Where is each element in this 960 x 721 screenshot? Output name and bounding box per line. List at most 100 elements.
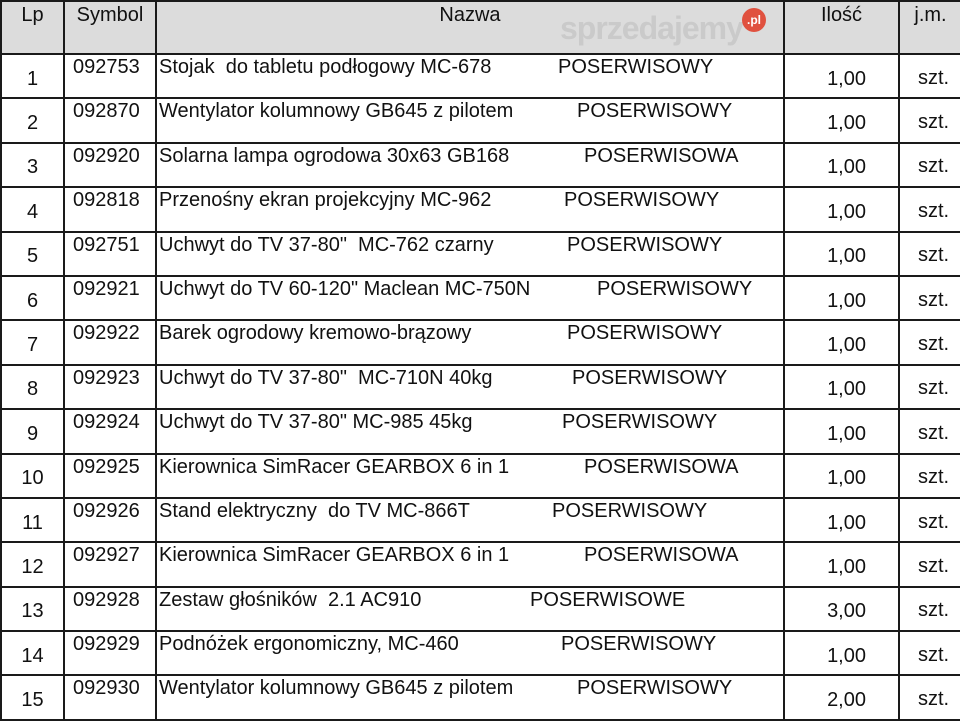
cell-lp: 6 — [0, 274, 65, 322]
cell-unit: szt. — [898, 97, 960, 144]
cell-symbol: 092926 — [63, 496, 157, 544]
cell-lp: 13 — [0, 585, 65, 633]
product-status: POSERWISOWY — [562, 411, 718, 434]
product-name: Uchwyt do TV 37-80" MC-710N 40kg — [159, 366, 493, 389]
table-row: 7 092922 Barek ogrodowy kremowo-brązowy POS… — [0, 319, 960, 366]
table-row: 5 092751 Uchwyt do TV 37-80" MC-762 czarny… — [0, 230, 960, 277]
cell-qty: 1,00 — [783, 630, 900, 677]
product-name: Stojak do tabletu podłogowy MC-678 — [159, 56, 492, 78]
cell-symbol: 092924 — [63, 408, 157, 455]
cell-symbol: 092930 — [63, 674, 157, 721]
table-row: 4 092818 Przenośny ekran projekcyjny MC-96… — [0, 186, 960, 233]
cell-name: Zestaw głośników 2.1 AC910 POSERWISOWE — [155, 585, 785, 633]
header-unit: j.m. — [898, 0, 960, 55]
cell-qty: 1,00 — [783, 141, 900, 189]
product-name: Zestaw głośników 2.1 AC910 — [159, 588, 422, 611]
cell-qty: 1,00 — [783, 186, 900, 233]
cell-qty: 1,00 — [783, 541, 900, 588]
cell-unit: szt. — [898, 630, 960, 677]
cell-symbol: 092753 — [63, 52, 157, 100]
table-row: 12 092927 Kierownica SimRacer GEARBOX 6 in… — [0, 541, 960, 588]
product-name: Uchwyt do TV 37-80" MC-985 45kg — [159, 411, 473, 434]
product-name: Solarna lampa ogrodowa 30x63 GB168 — [159, 144, 510, 167]
table-row: 15 092930 Wentylator kolumnowy GB645 z pil… — [0, 674, 960, 721]
cell-name: Uchwyt do TV 60-120" Maclean MC-750N POSE… — [155, 274, 785, 322]
cell-lp: 12 — [0, 541, 65, 588]
header-lp: Lp — [0, 0, 65, 55]
cell-lp: 11 — [0, 496, 65, 544]
cell-lp: 4 — [0, 186, 65, 233]
product-status: POSERWISOWY — [558, 56, 714, 78]
cell-name: Barek ogrodowy kremowo-brązowy POSERWISOW… — [155, 319, 785, 366]
product-name: Uchwyt do TV 37-80" MC-762 czarny — [159, 233, 494, 256]
product-name: Wentylator kolumnowy GB645 z pilotem — [159, 100, 514, 123]
cell-lp: 5 — [0, 230, 65, 277]
cell-qty: 1,00 — [783, 496, 900, 544]
cell-qty: 1,00 — [783, 97, 900, 144]
cell-symbol: 092923 — [63, 363, 157, 411]
cell-lp: 9 — [0, 408, 65, 455]
header-qty: Ilość — [783, 0, 900, 55]
cell-unit: szt. — [898, 585, 960, 633]
table-row: 9 092924 Uchwyt do TV 37-80" MC-985 45kg PO… — [0, 408, 960, 455]
product-status: POSERWISOWY — [577, 100, 733, 123]
cell-qty: 1,00 — [783, 230, 900, 277]
product-status: POSERWISOWY — [567, 233, 723, 256]
product-status: POSERWISOWY — [577, 677, 733, 700]
cell-symbol: 092927 — [63, 541, 157, 588]
cell-qty: 3,00 — [783, 585, 900, 633]
product-status: POSERWISOWY — [561, 633, 717, 656]
cell-symbol: 092920 — [63, 141, 157, 189]
cell-lp: 8 — [0, 363, 65, 411]
cell-symbol: 092928 — [63, 585, 157, 633]
product-status: POSERWISOWY — [552, 499, 708, 522]
product-name: Kierownica SimRacer GEARBOX 6 in 1 — [159, 455, 510, 478]
cell-unit: szt. — [898, 541, 960, 588]
header-symbol: Symbol — [63, 0, 157, 55]
cell-qty: 1,00 — [783, 274, 900, 322]
cell-qty: 2,00 — [783, 674, 900, 721]
cell-name: Uchwyt do TV 37-80" MC-710N 40kg POSERWIS… — [155, 363, 785, 411]
cell-unit: szt. — [898, 452, 960, 499]
cell-unit: szt. — [898, 674, 960, 721]
header-row: Lp Symbol Nazwa Ilość j.m. — [0, 0, 960, 55]
cell-unit: szt. — [898, 52, 960, 100]
product-status: POSERWISOWE — [530, 588, 686, 611]
cell-lp: 1 — [0, 52, 65, 100]
product-status: POSERWISOWA — [584, 455, 739, 478]
cell-name: Stand elektryczny do TV MC-866T POSERWISO… — [155, 496, 785, 544]
product-name: Przenośny ekran projekcyjny MC-962 — [159, 189, 492, 212]
cell-unit: szt. — [898, 496, 960, 544]
cell-name: Wentylator kolumnowy GB645 z pilotem POSE… — [155, 97, 785, 144]
table-row: 6 092921 Uchwyt do TV 60-120" Maclean MC-7… — [0, 274, 960, 322]
cell-qty: 1,00 — [783, 452, 900, 499]
cell-unit: szt. — [898, 319, 960, 366]
cell-lp: 3 — [0, 141, 65, 189]
watermark-logo: sprzedajemy — [560, 10, 744, 46]
cell-symbol: 092925 — [63, 452, 157, 499]
cell-unit: szt. — [898, 141, 960, 189]
cell-symbol: 092818 — [63, 186, 157, 233]
product-status: POSERWISOWA — [584, 144, 739, 167]
product-name: Barek ogrodowy kremowo-brązowy — [159, 322, 472, 345]
table-row: 2 092870 Wentylator kolumnowy GB645 z pilo… — [0, 97, 960, 144]
cell-lp: 7 — [0, 319, 65, 366]
cell-name: Uchwyt do TV 37-80" MC-985 45kg POSERWISO… — [155, 408, 785, 455]
cell-qty: 1,00 — [783, 363, 900, 411]
header-name: Nazwa — [155, 0, 785, 55]
cell-symbol: 092922 — [63, 319, 157, 366]
product-name: Uchwyt do TV 60-120" Maclean MC-750N — [159, 277, 531, 300]
cell-name: Podnóżek ergonomiczny, MC-460 POSERWISOWY — [155, 630, 785, 677]
cell-unit: szt. — [898, 363, 960, 411]
product-status: POSERWISOWY — [564, 189, 720, 212]
cell-lp: 2 — [0, 97, 65, 144]
cell-qty: 1,00 — [783, 319, 900, 366]
table-row: 8 092923 Uchwyt do TV 37-80" MC-710N 40kg P… — [0, 363, 960, 411]
table-row: 11 092926 Stand elektryczny do TV MC-866T P… — [0, 496, 960, 544]
cell-qty: 1,00 — [783, 52, 900, 100]
product-name: Podnóżek ergonomiczny, MC-460 — [159, 633, 459, 656]
product-status: POSERWISOWY — [597, 277, 753, 300]
cell-symbol: 092870 — [63, 97, 157, 144]
table-row: 10 092925 Kierownica SimRacer GEARBOX 6 in… — [0, 452, 960, 499]
